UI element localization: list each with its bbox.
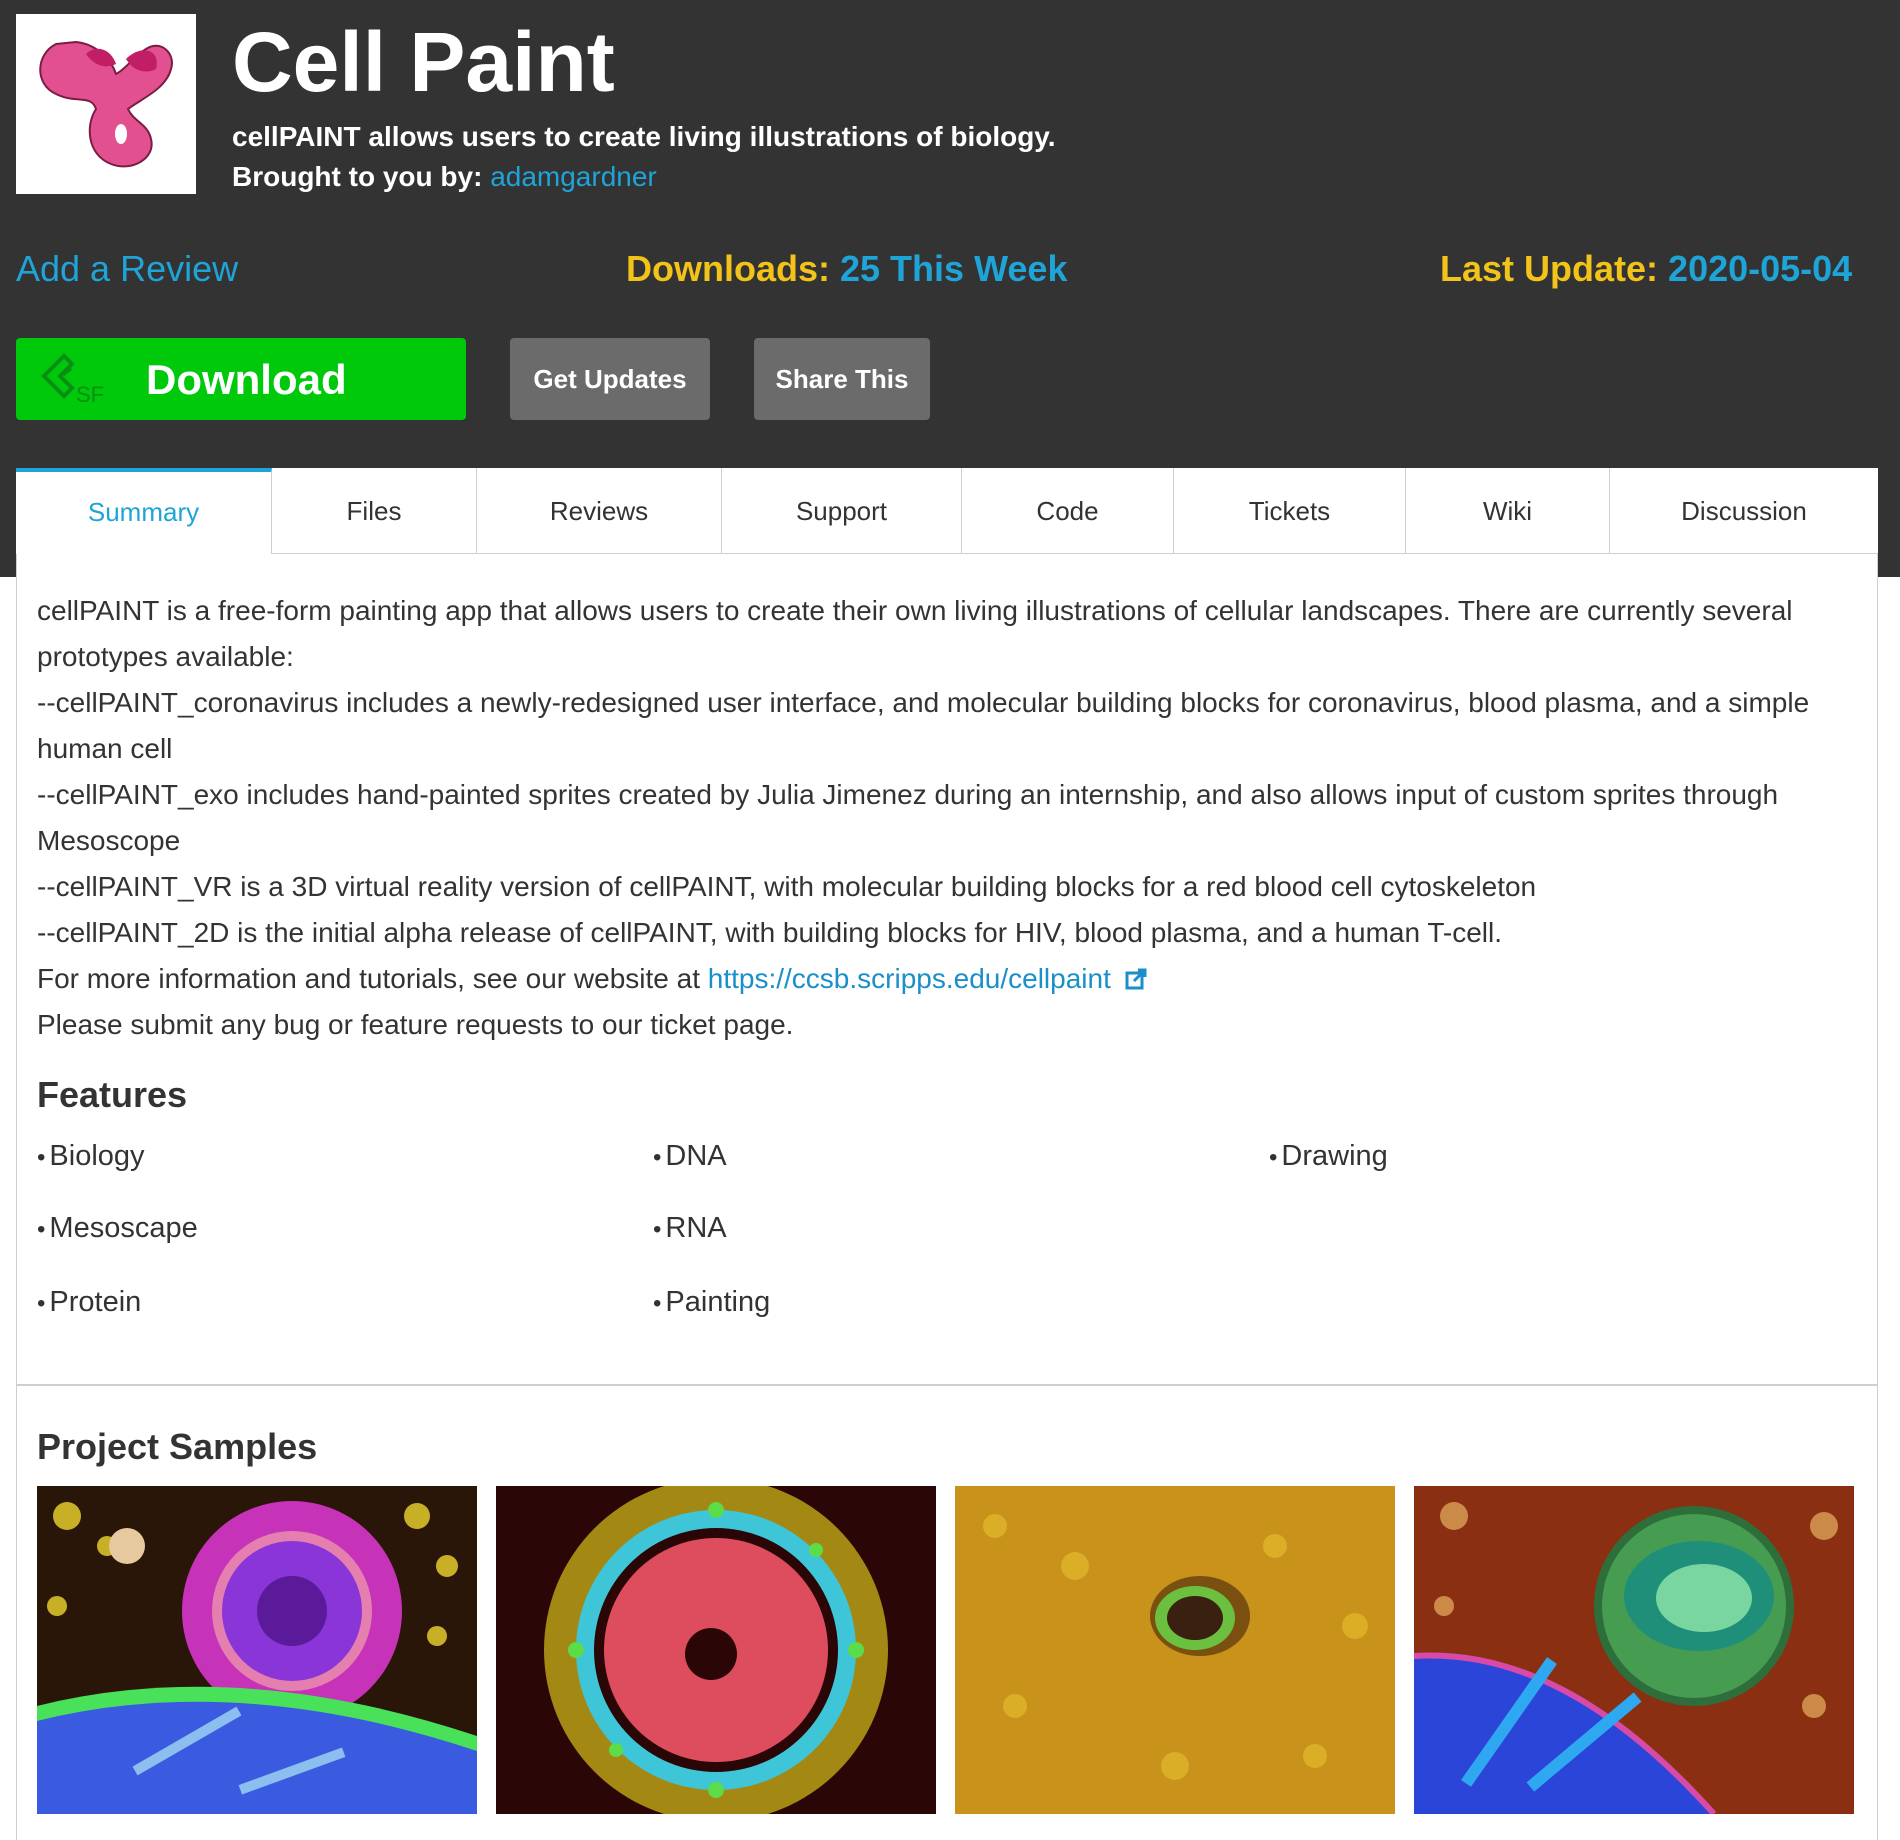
downloads-label: Downloads: <box>626 248 830 289</box>
sourceforge-badge: SF <box>76 382 104 406</box>
project-logo <box>16 14 196 194</box>
description-exo: --cellPAINT_exo includes hand-painted sp… <box>37 779 1779 856</box>
stats-row: Add a Review Downloads: 25 This Week Las… <box>0 248 1900 292</box>
feature-item: • Painting <box>653 1286 771 1318</box>
features-heading: Features <box>37 1074 188 1115</box>
more-info-prefix: For more information and tutorials, see … <box>37 963 700 994</box>
description-coronavirus: --cellPAINT_coronavirus includes a newly… <box>37 687 1810 764</box>
description-2d: --cellPAINT_2D is the initial alpha rele… <box>37 917 1503 948</box>
project-title: Cell Paint <box>232 15 615 109</box>
last-update-label: Last Update: <box>1440 248 1659 289</box>
samples-heading: Project Samples <box>37 1426 318 1467</box>
tab-wiki[interactable]: Wiki <box>1406 468 1610 554</box>
sample-thumbnail[interactable] <box>1414 1486 1854 1814</box>
downloads-stat: Downloads: 25 This Week <box>626 248 1067 290</box>
add-review-link[interactable]: Add a Review <box>16 248 239 289</box>
project-tagline: cellPAINT allows users to create living … <box>232 121 1056 152</box>
download-button[interactable]: SF Download <box>16 338 466 420</box>
project-description: cellPAINT is a free-form painting app th… <box>37 588 1857 1048</box>
last-update-value: 2020-05-04 <box>1668 248 1853 289</box>
sample-thumbnail[interactable] <box>955 1486 1395 1814</box>
feature-item: • Protein <box>37 1286 142 1318</box>
get-updates-button[interactable]: Get Updates <box>510 338 710 420</box>
description-intro: cellPAINT is a free-form painting app th… <box>37 595 1793 672</box>
summary-panel: cellPAINT is a free-form painting app th… <box>16 554 1878 1386</box>
tab-reviews[interactable]: Reviews <box>477 468 722 554</box>
cellpaint-logo-icon <box>39 40 173 168</box>
tab-support[interactable]: Support <box>722 468 962 554</box>
website-link[interactable]: https://ccsb.scripps.edu/cellpaint <box>707 963 1111 994</box>
feature-item: • Biology <box>37 1140 145 1172</box>
last-update-stat: Last Update: 2020-05-04 <box>1440 248 1852 290</box>
description-bug-line: Please submit any bug or feature request… <box>37 1009 794 1040</box>
tab-bar: Summary Files Reviews Support Code Ticke… <box>16 468 1878 554</box>
sample-thumbnail[interactable] <box>496 1486 936 1814</box>
download-label: Download <box>146 356 347 403</box>
tab-tickets[interactable]: Tickets <box>1174 468 1406 554</box>
feature-item: • RNA <box>653 1212 727 1244</box>
description-more-info: For more information and tutorials, see … <box>37 956 1857 1002</box>
description-vr: --cellPAINT_VR is a 3D virtual reality v… <box>37 871 1537 902</box>
byline-prefix: Brought to you by: <box>232 161 483 192</box>
tab-files[interactable]: Files <box>272 468 477 554</box>
feature-item: • Drawing <box>1269 1140 1388 1172</box>
project-samples: Project Samples <box>16 1386 1878 1840</box>
tab-summary[interactable]: Summary <box>16 468 272 554</box>
sourceforge-icon: SF <box>41 353 104 406</box>
project-byline: Brought to you by: adamgardner <box>232 161 657 193</box>
sample-thumbnail[interactable] <box>37 1486 477 1814</box>
tab-code[interactable]: Code <box>962 468 1174 554</box>
feature-item: • DNA <box>653 1140 727 1172</box>
share-button[interactable]: Share This <box>754 338 930 420</box>
external-link-icon <box>1125 968 1147 990</box>
author-link[interactable]: adamgardner <box>490 161 657 192</box>
tab-discussion[interactable]: Discussion <box>1610 468 1878 554</box>
downloads-value[interactable]: 25 This Week <box>840 248 1068 289</box>
feature-item: • Mesoscape <box>37 1212 198 1244</box>
